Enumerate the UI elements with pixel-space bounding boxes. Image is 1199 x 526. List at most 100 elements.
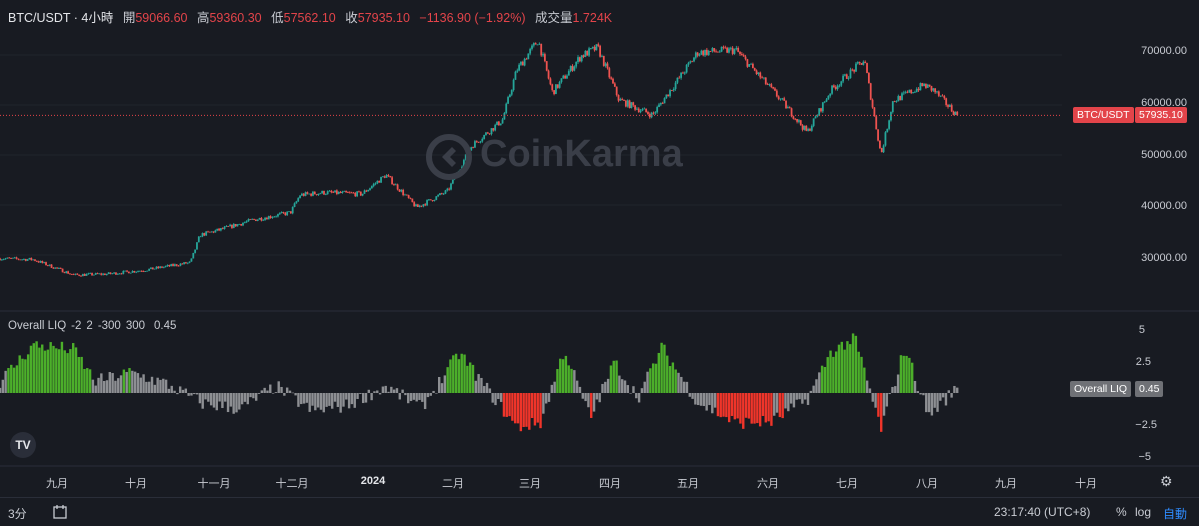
candle-body: [671, 90, 673, 91]
liq-bar: [542, 393, 545, 414]
candle-body: [516, 70, 519, 72]
candle-body: [157, 266, 160, 269]
liq-tick: −2.5: [1135, 419, 1157, 431]
candle-body: [219, 228, 222, 231]
candle-body: [910, 89, 913, 94]
liq-bar: [308, 393, 311, 412]
liq-bar: [187, 393, 190, 396]
liq-bar: [544, 393, 548, 404]
candle-body: [531, 45, 533, 49]
liq-bar: [426, 393, 430, 398]
candle-body: [124, 270, 127, 272]
candle-body: [126, 270, 128, 272]
percent-toggle[interactable]: %: [1116, 505, 1127, 519]
liq-bar: [415, 393, 418, 402]
liq-bar: [142, 374, 145, 393]
candle-body: [312, 191, 314, 196]
symbol-title[interactable]: BTC/USDT · 4小時: [8, 11, 114, 25]
candle-body: [177, 265, 180, 267]
candle-body: [925, 83, 927, 88]
liq-bar: [564, 355, 568, 393]
candle-body: [347, 192, 349, 193]
liq-bar: [905, 355, 908, 393]
liq-bar: [460, 353, 463, 393]
indicator-header[interactable]: Overall LIQ -2 2 -300 300 0.45: [8, 320, 181, 332]
liq-bar: [235, 393, 238, 413]
liq-bar: [305, 393, 309, 403]
liq-bar: [176, 393, 179, 395]
candle-body: [705, 49, 708, 55]
liq-bar: [178, 386, 182, 393]
candle-body: [334, 190, 336, 193]
candle-body: [750, 63, 752, 65]
clock-display[interactable]: 23:17:40 (UTC+8): [994, 505, 1091, 519]
candle-body: [864, 61, 867, 64]
candle-body: [435, 196, 438, 200]
liq-bar: [224, 393, 227, 402]
candle-body: [648, 114, 651, 118]
candle-body: [415, 204, 417, 207]
liq-bar: [606, 378, 610, 393]
candle-body: [613, 83, 616, 87]
liq-bar: [63, 350, 66, 393]
liq-bar: [834, 351, 838, 393]
liq-bar: [66, 353, 69, 393]
liq-bar: [910, 362, 914, 393]
liq-bar: [38, 347, 41, 393]
liq-bar: [249, 393, 252, 398]
candle-body: [853, 69, 856, 72]
time-tick: 十月: [125, 478, 147, 490]
candle-body: [628, 100, 631, 109]
liq-bar: [111, 373, 114, 393]
candle-body: [396, 184, 399, 190]
open-label: 開: [122, 11, 136, 25]
candle-body: [89, 273, 92, 274]
candle-body: [827, 95, 830, 100]
timeframe-button[interactable]: 3分: [8, 507, 27, 521]
liq-bar: [435, 393, 438, 394]
candle-body: [744, 56, 747, 60]
candle-body: [411, 198, 414, 203]
candle-body: [464, 154, 467, 161]
candle-body: [553, 90, 555, 95]
auto-toggle[interactable]: 自動: [1163, 507, 1188, 521]
candle-body: [302, 193, 305, 196]
tradingview-logo-icon[interactable]: TV: [10, 432, 36, 458]
candle-body: [707, 50, 710, 55]
candle-body: [643, 108, 646, 110]
liq-bar: [139, 377, 142, 393]
settings-gear-icon[interactable]: ⚙: [1160, 473, 1173, 489]
date-range-icon[interactable]: [52, 504, 68, 520]
candle-body: [214, 230, 217, 233]
liq-bar: [274, 392, 278, 393]
candle-body: [83, 274, 86, 276]
candle-body: [409, 198, 412, 199]
candle-body: [564, 75, 567, 79]
candle-body: [577, 57, 579, 63]
candle-body: [667, 94, 670, 97]
candle-body: [232, 223, 235, 228]
candle-body: [354, 193, 357, 197]
liq-bar: [446, 367, 449, 393]
liq-bar: [280, 386, 283, 393]
liq-bar: [88, 369, 92, 393]
liq-bar: [300, 393, 303, 405]
liq-bar: [204, 393, 207, 400]
liq-bar: [356, 393, 359, 400]
candle-body: [555, 84, 557, 95]
candle-body: [566, 75, 568, 79]
coinkarma-logo-icon: [426, 134, 472, 180]
candle-body: [229, 224, 232, 227]
liq-bar: [421, 393, 424, 402]
candle-body: [512, 79, 515, 91]
candle-body: [772, 87, 775, 89]
chart-canvas[interactable]: [0, 0, 1199, 497]
candle-body: [74, 273, 77, 275]
liq-bar: [257, 393, 261, 394]
liq-bar: [4, 370, 7, 393]
log-toggle[interactable]: log: [1135, 505, 1152, 519]
liq-bar: [550, 384, 554, 393]
candle-body: [718, 51, 721, 53]
candle-body: [78, 274, 81, 276]
candle-body: [277, 214, 279, 217]
